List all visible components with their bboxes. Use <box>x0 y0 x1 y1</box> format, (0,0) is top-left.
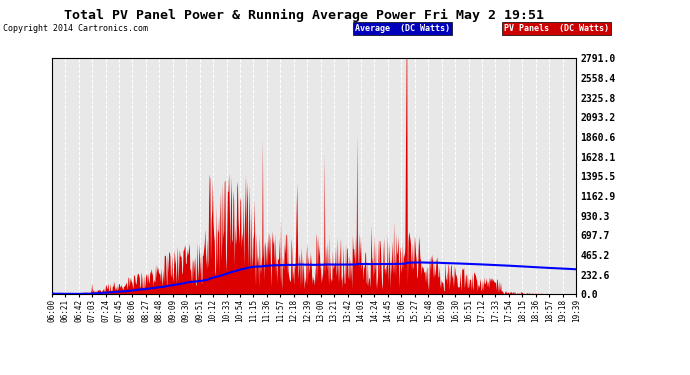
Text: Average  (DC Watts): Average (DC Watts) <box>355 24 451 33</box>
Text: PV Panels  (DC Watts): PV Panels (DC Watts) <box>504 24 609 33</box>
Text: Total PV Panel Power & Running Average Power Fri May 2 19:51: Total PV Panel Power & Running Average P… <box>63 9 544 22</box>
Text: Copyright 2014 Cartronics.com: Copyright 2014 Cartronics.com <box>3 24 148 33</box>
